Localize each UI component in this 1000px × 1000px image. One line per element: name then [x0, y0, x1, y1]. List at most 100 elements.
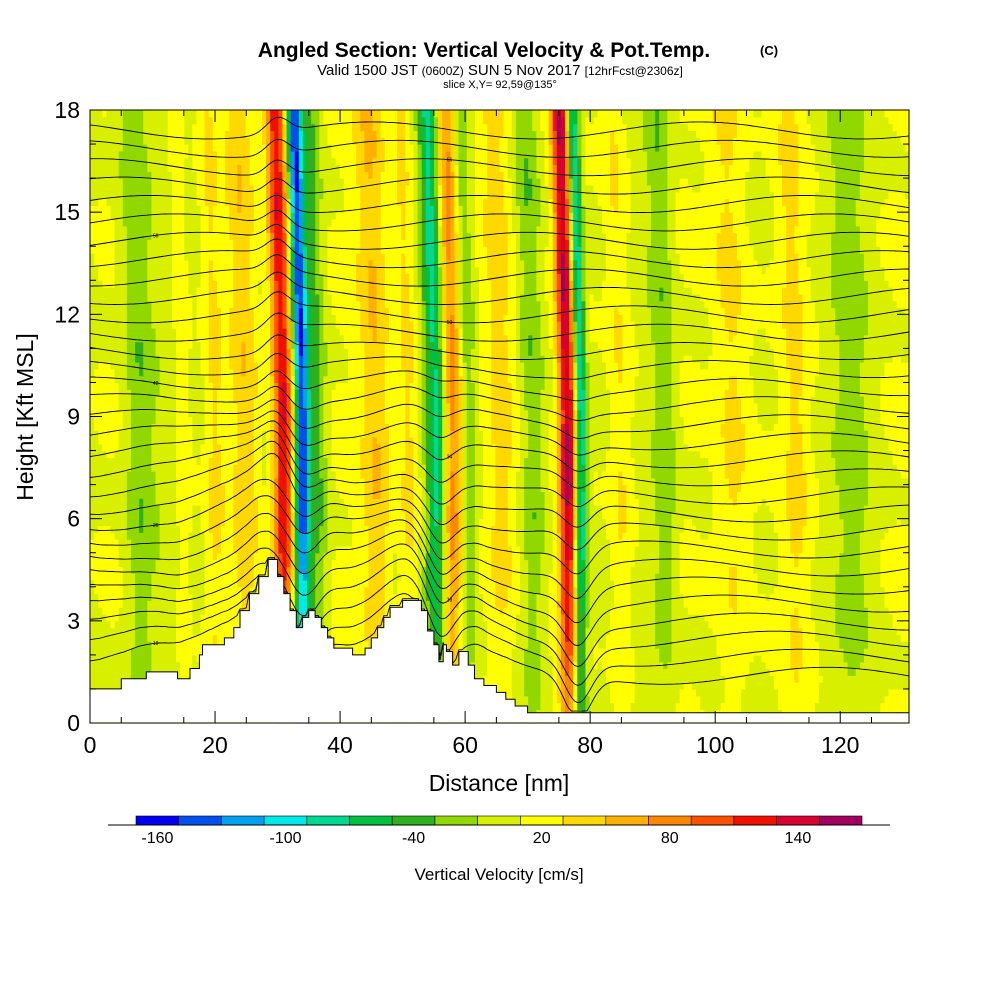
velocity-cell: [257, 518, 271, 527]
velocity-cell: [135, 579, 153, 588]
velocity-cell: [454, 232, 460, 241]
velocity-cell: [593, 648, 636, 656]
velocity-cell: [409, 409, 419, 418]
velocity-cell: [581, 273, 587, 281]
velocity-cell: [327, 259, 357, 268]
velocity-cell: [552, 525, 558, 533]
velocity-cell: [425, 375, 431, 384]
velocity-cell: [614, 579, 632, 588]
velocity-cell: [556, 443, 562, 452]
velocity-cell: [577, 505, 582, 513]
velocity-cell: [479, 355, 492, 363]
velocity-cell: [556, 586, 562, 595]
velocity-cell: [405, 525, 415, 533]
velocity-cell: [589, 443, 611, 452]
velocity-cell: [585, 334, 591, 343]
velocity-cell: [712, 484, 730, 493]
velocity-cell: [323, 579, 333, 588]
velocity-cell: [274, 470, 279, 479]
velocity-cell: [421, 586, 427, 595]
subtitle-forecast: [12hrFcst@2306z]: [585, 64, 683, 78]
velocity-cell: [442, 334, 447, 343]
velocity-cell: [577, 402, 587, 411]
velocity-cell: [671, 518, 685, 527]
velocity-cell: [192, 450, 202, 458]
velocity-cell: [221, 314, 230, 322]
velocity-cell: [450, 321, 456, 329]
velocity-cell: [728, 334, 734, 343]
velocity-cell: [413, 362, 419, 370]
velocity-cell: [216, 293, 234, 302]
velocity-cell: [94, 368, 116, 377]
velocity-cell: [675, 430, 685, 438]
velocity-cell: [528, 341, 533, 349]
velocity-cell: [90, 484, 128, 493]
velocity-cell: [896, 464, 910, 472]
velocity-cell: [429, 266, 435, 275]
velocity-cell: [450, 232, 456, 241]
velocity-cell: [446, 314, 451, 322]
velocity-cell: [565, 566, 570, 574]
velocity-cell: [831, 450, 869, 458]
velocity-cell: [208, 293, 218, 302]
velocity-cell: [470, 259, 476, 268]
velocity-cell: [442, 321, 447, 329]
velocity-cell: [458, 450, 464, 458]
velocity-cell: [176, 341, 193, 349]
velocity-cell: [577, 566, 587, 574]
velocity-cell: [212, 539, 222, 547]
velocity-cell: [286, 225, 292, 234]
velocity-cell: [700, 695, 726, 704]
velocity-cell: [274, 293, 279, 302]
velocity-cell: [610, 614, 632, 622]
velocity-cell: [433, 409, 439, 418]
velocity-cell: [323, 552, 337, 561]
velocity-cell: [831, 280, 869, 288]
velocity-cell: [479, 586, 496, 595]
velocity-cell: [782, 300, 804, 309]
velocity-cell: [364, 423, 390, 431]
velocity-cell: [474, 518, 480, 527]
velocity-cell: [466, 505, 476, 513]
velocity-cell: [474, 239, 484, 247]
velocity-cell: [515, 368, 525, 377]
velocity-cell: [126, 307, 153, 315]
velocity-cell: [294, 355, 300, 363]
velocity-cell: [466, 362, 472, 370]
velocity-cell: [720, 293, 742, 302]
velocity-cell: [573, 314, 578, 322]
velocity-cell: [462, 573, 468, 581]
velocity-cell: [511, 668, 525, 676]
velocity-cell: [155, 498, 177, 506]
velocity-cell: [438, 525, 443, 533]
velocity-cell: [311, 545, 320, 554]
velocity-cell: [818, 477, 836, 486]
velocity-cell: [618, 307, 632, 315]
velocity-cell: [835, 627, 869, 636]
velocity-cell: [831, 430, 869, 438]
velocity-cell: [266, 246, 271, 254]
velocity-cell: [294, 552, 300, 561]
velocity-cell: [552, 273, 558, 281]
velocity-cell: [450, 579, 460, 588]
velocity-cell: [548, 232, 554, 241]
velocity-cell: [515, 334, 521, 343]
velocity-cell: [421, 443, 427, 452]
velocity-cell: [274, 409, 279, 418]
velocity-cell: [462, 341, 476, 349]
velocity-cell: [413, 436, 419, 445]
velocity-cell: [556, 614, 562, 622]
velocity-cell: [270, 402, 275, 411]
velocity-cell: [524, 648, 542, 656]
velocity-cell: [466, 450, 476, 458]
velocity-cell: [560, 464, 566, 472]
velocity-cell: [270, 409, 275, 418]
velocity-cell: [307, 423, 312, 431]
velocity-cell: [491, 321, 505, 329]
velocity-cell: [401, 484, 415, 493]
velocity-cell: [180, 661, 193, 670]
velocity-cell: [438, 477, 443, 486]
velocity-cell: [130, 396, 157, 404]
velocity-cell: [458, 273, 464, 281]
velocity-cell: [171, 321, 193, 329]
